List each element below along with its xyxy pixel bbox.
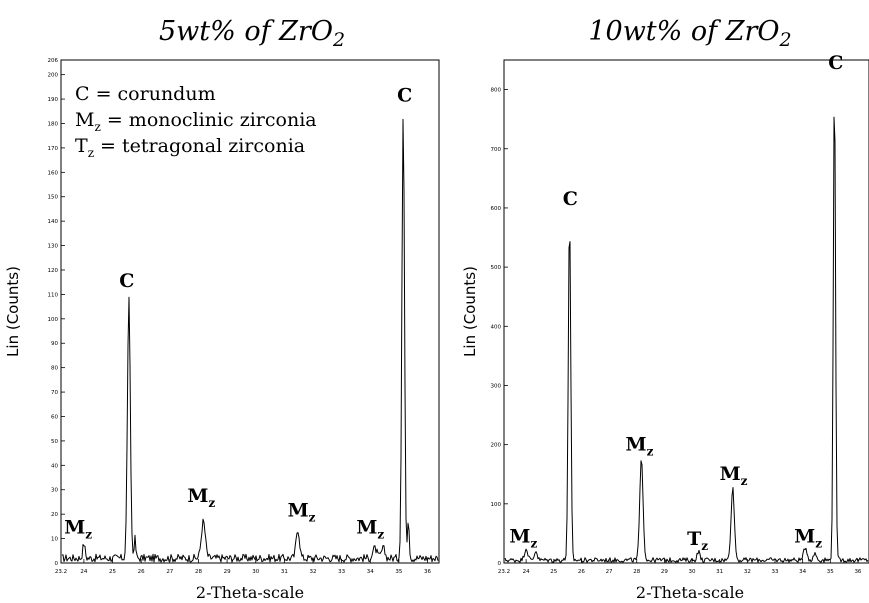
y-tick-label: 170 [48,146,59,152]
x-tick-label: 32 [310,569,317,575]
y-tick-label: 100 [48,317,59,323]
y-tick-label: 50 [51,439,58,445]
plot-frame [60,59,440,564]
chart-panel-2: 10wt% of ZrO2 0 100 200 300 400 500 600 700 800 23… [461,16,869,602]
x-tick-label: 26 [578,569,585,575]
y-axis-label: Lin (Counts) [461,266,479,357]
x-tick-label: 36 [424,569,431,575]
y-tick-label: 60 [51,414,58,420]
peak-label-mz: Mz [64,517,92,542]
peak-label-c: C [119,270,134,292]
xrd-trace-series-1 [504,116,869,563]
y-tick-label: 90 [51,341,58,347]
x-tick-label: 32 [744,569,751,575]
y-tick-label: 400 [491,324,502,330]
y-tick-label: 800 [491,88,502,94]
xrd-trace-series-1 [61,118,439,563]
x-tick-label: 31 [716,569,723,575]
peak-label-c: C [563,188,578,210]
x-tick-label: 30 [689,569,696,575]
x-tick-label: 33 [338,569,345,575]
y-tick-label: 40 [51,463,58,469]
y-tick-label: 140 [48,219,59,225]
y-axis-label: Lin (Counts) [4,266,22,357]
y-tick-label: 190 [48,97,59,103]
x-tick-label: 34 [799,569,806,575]
x-tick-label: 25 [550,569,557,575]
y-tick-label: 130 [48,244,59,250]
x-tick-label: 36 [854,569,861,575]
y-tick-label: 10 [51,537,58,543]
x-tick-label: 28 [195,569,202,575]
legend-item: Mz = monoclinic zirconia [75,109,317,134]
x-tick-label: 30 [252,569,259,575]
y-tick-label: 30 [51,488,58,494]
y-tick-label: 150 [48,195,59,201]
peak-label-c: C [397,85,412,107]
y-tick-label: 600 [491,206,502,212]
y-tick-label: 120 [48,268,59,274]
y-tick-label: 160 [48,170,59,176]
legend-item: C = corundum [75,83,216,105]
x-tick-label: 33 [771,569,778,575]
x-tick-label: 24 [523,569,530,575]
x-tick-label: 34 [367,569,374,575]
legend-item: Tz = tetragonal zirconia [75,135,305,160]
y-tick-label: 206 [48,58,59,64]
plot-frame [503,59,869,564]
y-tick-label: 200 [491,443,502,449]
x-tick-label: 35 [395,569,402,575]
y-tick-label: 100 [491,502,502,508]
y-tick-label: 180 [48,121,59,127]
x-tick-label: 24 [80,569,87,575]
x-tick-label: 23.2 [55,569,67,575]
chart-panel-1: 5wt% of ZrO2 0 10 20 30 40 50 60 70 80 90 100 110 120… [4,16,440,602]
y-tick-label: 0 [55,561,59,567]
x-tick-label: 35 [827,569,834,575]
y-tick-label: 700 [491,147,502,153]
x-axis-label: 2-Theta-scale [636,583,744,602]
chart-title: 10wt% of ZrO2 [588,16,791,51]
x-tick-label: 25 [109,569,116,575]
peak-label-mz: Mz [720,463,748,488]
peak-label-mz: Mz [509,525,537,550]
chart-title: 5wt% of ZrO2 [159,16,345,51]
peak-label-mz: Mz [356,517,384,542]
peak-label-mz: Mz [794,525,822,550]
peak-label-mz: Mz [288,500,316,525]
x-tick-label: 28 [633,569,640,575]
y-tick-label: 0 [498,561,502,567]
y-tick-label: 70 [51,390,58,396]
y-tick-label: 110 [48,292,59,298]
x-tick-label: 31 [281,569,288,575]
y-tick-label: 80 [51,366,58,372]
y-tick-label: 20 [51,512,58,518]
x-tick-label: 29 [661,569,668,575]
x-tick-label: 27 [606,569,613,575]
y-tick-label: 300 [491,383,502,389]
y-tick-label: 200 [48,73,59,79]
peak-label-mz: Mz [187,485,215,510]
peak-label-c: C [828,52,843,74]
peak-label-tz: Tz [687,528,708,553]
x-axis-label: 2-Theta-scale [196,583,304,602]
peak-label-mz: Mz [626,434,654,459]
x-tick-label: 27 [166,569,173,575]
x-tick-label: 26 [138,569,145,575]
y-tick-label: 500 [491,265,502,271]
x-tick-label: 23.2 [498,569,510,575]
x-tick-label: 29 [224,569,231,575]
